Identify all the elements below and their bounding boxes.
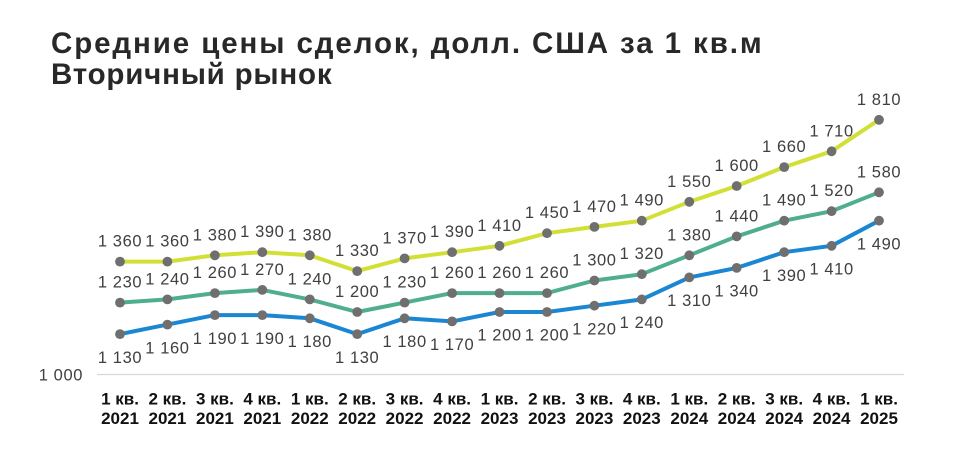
svg-text:2021: 2021	[148, 409, 186, 428]
svg-text:1 470: 1 470	[572, 198, 616, 216]
svg-text:4 кв.: 4 кв.	[813, 389, 851, 408]
svg-text:1 580: 1 580	[857, 163, 901, 181]
svg-text:1 490: 1 490	[620, 192, 664, 210]
svg-text:2021: 2021	[243, 409, 281, 428]
svg-text:1 230: 1 230	[98, 274, 142, 292]
svg-text:2022: 2022	[433, 409, 471, 428]
svg-text:2023: 2023	[528, 409, 566, 428]
svg-text:1 180: 1 180	[382, 333, 426, 351]
svg-text:1 130: 1 130	[98, 349, 142, 367]
svg-text:1 240: 1 240	[145, 270, 189, 288]
svg-text:1 360: 1 360	[98, 233, 142, 251]
svg-text:3 кв.: 3 кв.	[765, 389, 803, 408]
svg-text:2 кв.: 2 кв.	[718, 389, 756, 408]
svg-text:1 550: 1 550	[667, 173, 711, 191]
svg-text:1 390: 1 390	[762, 267, 806, 285]
svg-text:1 230: 1 230	[382, 274, 426, 292]
svg-text:2024: 2024	[718, 409, 756, 428]
svg-text:1 240: 1 240	[288, 270, 332, 288]
svg-text:1 200: 1 200	[477, 327, 521, 345]
svg-text:1 380: 1 380	[667, 226, 711, 244]
svg-text:2 кв.: 2 кв.	[338, 389, 376, 408]
svg-text:1 390: 1 390	[240, 223, 284, 241]
svg-text:1 170: 1 170	[430, 336, 474, 354]
svg-text:1 410: 1 410	[809, 261, 853, 279]
svg-text:2022: 2022	[386, 409, 424, 428]
svg-text:2023: 2023	[575, 409, 613, 428]
svg-text:1 380: 1 380	[193, 226, 237, 244]
svg-text:1 330: 1 330	[335, 242, 379, 260]
svg-text:1 270: 1 270	[240, 261, 284, 279]
svg-text:1 200: 1 200	[525, 327, 569, 345]
svg-text:1 360: 1 360	[145, 233, 189, 251]
svg-text:1 000: 1 000	[39, 367, 83, 385]
svg-text:1 710: 1 710	[809, 122, 853, 140]
svg-text:1 240: 1 240	[620, 314, 664, 332]
svg-text:1 260: 1 260	[525, 264, 569, 282]
svg-text:1 600: 1 600	[715, 157, 759, 175]
svg-text:2 кв.: 2 кв.	[528, 389, 566, 408]
svg-text:1 190: 1 190	[240, 330, 284, 348]
svg-text:1 кв.: 1 кв.	[670, 389, 708, 408]
svg-text:1 160: 1 160	[145, 339, 189, 357]
svg-text:2 кв.: 2 кв.	[148, 389, 186, 408]
svg-text:4 кв.: 4 кв.	[623, 389, 661, 408]
svg-text:1 390: 1 390	[430, 223, 474, 241]
svg-text:2024: 2024	[765, 409, 803, 428]
svg-text:1 190: 1 190	[193, 330, 237, 348]
svg-text:2024: 2024	[670, 409, 708, 428]
svg-text:2024: 2024	[813, 409, 851, 428]
svg-text:4 кв.: 4 кв.	[433, 389, 471, 408]
svg-text:1 260: 1 260	[430, 264, 474, 282]
svg-text:1 260: 1 260	[477, 264, 521, 282]
svg-text:1 180: 1 180	[288, 333, 332, 351]
svg-text:1 130: 1 130	[335, 349, 379, 367]
svg-text:3 кв.: 3 кв.	[386, 389, 424, 408]
svg-text:1 490: 1 490	[762, 192, 806, 210]
svg-text:1 440: 1 440	[715, 207, 759, 225]
svg-text:1 490: 1 490	[857, 235, 901, 253]
svg-text:1 200: 1 200	[335, 283, 379, 301]
svg-text:2023: 2023	[623, 409, 661, 428]
svg-text:2021: 2021	[196, 409, 234, 428]
svg-text:2025: 2025	[860, 409, 898, 428]
svg-text:1 кв.: 1 кв.	[481, 389, 519, 408]
svg-text:1 кв.: 1 кв.	[101, 389, 139, 408]
svg-text:2023: 2023	[481, 409, 519, 428]
svg-text:3 кв.: 3 кв.	[196, 389, 234, 408]
svg-text:1 300: 1 300	[572, 252, 616, 270]
svg-text:1 370: 1 370	[382, 229, 426, 247]
svg-text:1 380: 1 380	[288, 226, 332, 244]
svg-text:1 кв.: 1 кв.	[860, 389, 898, 408]
svg-text:1 660: 1 660	[762, 138, 806, 156]
svg-text:1 кв.: 1 кв.	[291, 389, 329, 408]
svg-text:3 кв.: 3 кв.	[575, 389, 613, 408]
svg-text:4 кв.: 4 кв.	[243, 389, 281, 408]
svg-text:1 520: 1 520	[809, 182, 853, 200]
svg-text:1 320: 1 320	[620, 245, 664, 263]
svg-text:1 310: 1 310	[667, 292, 711, 310]
svg-text:2021: 2021	[101, 409, 139, 428]
svg-text:1 260: 1 260	[193, 264, 237, 282]
svg-text:2022: 2022	[291, 409, 329, 428]
svg-text:1 410: 1 410	[477, 217, 521, 235]
svg-text:2022: 2022	[338, 409, 376, 428]
svg-text:1 810: 1 810	[857, 91, 901, 109]
svg-text:1 220: 1 220	[572, 320, 616, 338]
svg-text:1 450: 1 450	[525, 204, 569, 222]
svg-text:1 340: 1 340	[715, 283, 759, 301]
